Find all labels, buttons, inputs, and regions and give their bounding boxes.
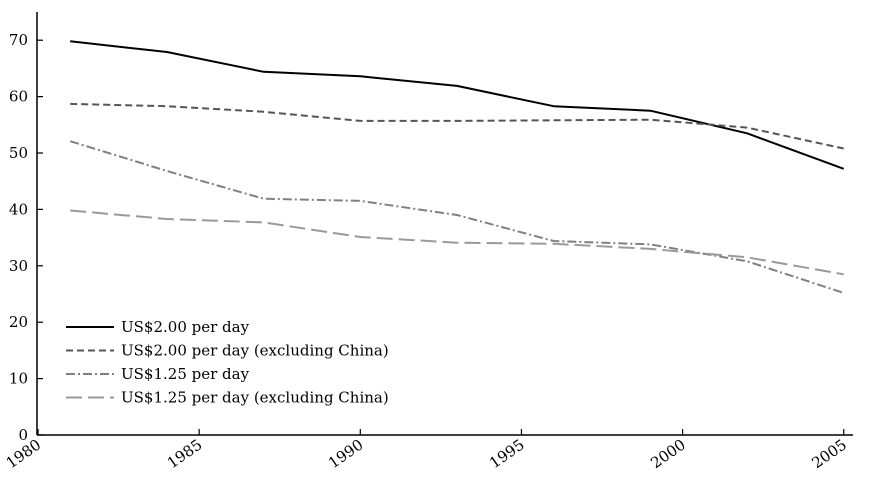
series-line-3: [70, 209, 844, 276]
legend-label: US$2.00 per day (excluding China): [121, 342, 389, 360]
x-tick-label: 1985: [164, 436, 206, 473]
legend-label: US$1.25 per day: [121, 365, 250, 383]
legend-label: US$1.25 per day (excluding China): [121, 389, 389, 407]
legend-label: US$2.00 per day: [121, 318, 250, 336]
legend: US$2.00 per day US$2.00 per day (excludin…: [66, 318, 389, 407]
x-tick-label: 1995: [486, 436, 528, 473]
y-tick-label: 30: [9, 257, 28, 275]
x-tick-label: 1990: [325, 436, 367, 473]
series-layer: [69, 40, 845, 294]
y-tick-label: 60: [9, 88, 28, 106]
y-tick-label: 50: [9, 144, 28, 162]
series-line-2: [69, 140, 845, 294]
series-line-1: [70, 102, 844, 150]
y-tick-label: 10: [9, 370, 28, 388]
y-tick-label: 0: [18, 426, 28, 444]
y-tick-label: 70: [9, 31, 28, 49]
x-tick-label: 2005: [808, 436, 850, 473]
x-tick-label: 2000: [647, 436, 689, 473]
y-tick-label: 40: [9, 200, 28, 218]
series-line-0: [70, 40, 845, 170]
y-tick-label: 20: [9, 313, 28, 331]
